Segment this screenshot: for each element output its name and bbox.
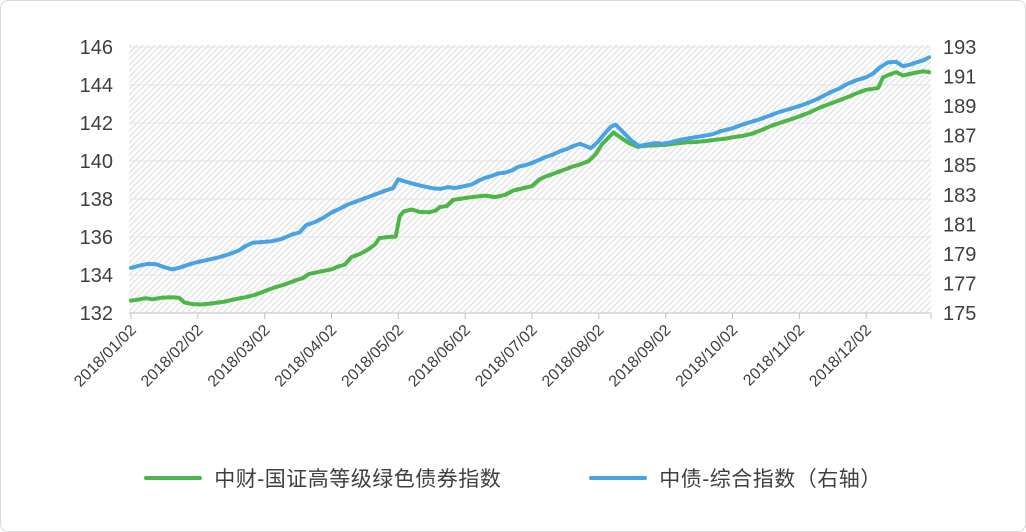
legend: 中财-国证高等级绿色债券指数 中债-综合指数（右轴） — [1, 463, 1025, 493]
y-axis-label-left: 132 — [80, 303, 113, 325]
blue-line-swatch-icon — [589, 476, 648, 480]
x-axis-label: 2018/08/02 — [539, 322, 608, 391]
x-axis-label: 2018/04/02 — [272, 322, 341, 391]
series-line-blue — [129, 55, 931, 272]
x-axis-label: 2018/11/02 — [740, 322, 808, 390]
legend-label-green: 中财-国证高等级绿色债券指数 — [214, 468, 502, 491]
y-axis-label-left: 144 — [80, 75, 113, 97]
y-axis-label-right: 177 — [943, 273, 976, 295]
x-axis-label: 2018/03/02 — [205, 322, 274, 391]
x-axis-label: 2018/09/02 — [606, 322, 675, 391]
y-axis-label-right: 191 — [943, 67, 976, 89]
y-axis-label-right: 189 — [943, 96, 976, 118]
y-axis-label-right: 183 — [943, 185, 976, 207]
green-line-swatch-icon — [144, 476, 203, 480]
legend-label-blue: 中债-综合指数（右轴） — [659, 468, 882, 491]
y-axis-label-left: 140 — [80, 151, 113, 173]
series-lines — [129, 55, 931, 307]
axes — [129, 312, 932, 319]
x-axis-label: 2018/12/02 — [806, 322, 875, 391]
y-axis-label-right: 193 — [943, 37, 976, 59]
y-axis-label-right: 181 — [943, 214, 976, 236]
y-axis-label-left: 138 — [80, 189, 113, 211]
x-axis-label: 2018/02/02 — [138, 322, 207, 391]
series-line-green — [129, 69, 931, 307]
x-axis-label: 2018/01/02 — [71, 322, 140, 391]
y-axis-label-right: 187 — [943, 126, 976, 148]
y-axis-label-left: 142 — [80, 113, 113, 135]
legend-item-blue: 中债-综合指数（右轴） — [589, 463, 882, 493]
y-axis-label-right: 179 — [943, 244, 976, 266]
legend-item-green: 中财-国证高等级绿色债券指数 — [144, 463, 501, 493]
y-axis-label-left: 134 — [80, 265, 113, 287]
y-axis-label-right: 175 — [943, 303, 976, 325]
x-axis-label: 2018/05/02 — [339, 322, 408, 391]
x-axis-label: 2018/07/02 — [472, 322, 541, 391]
y-axis-label-left: 136 — [80, 227, 113, 249]
x-axis-label: 2018/10/02 — [673, 322, 742, 391]
y-axis-label-right: 185 — [943, 155, 976, 177]
x-axis-label: 2018/06/02 — [405, 322, 474, 391]
y-axis-label-left: 146 — [80, 37, 113, 59]
plot-area — [129, 45, 931, 313]
